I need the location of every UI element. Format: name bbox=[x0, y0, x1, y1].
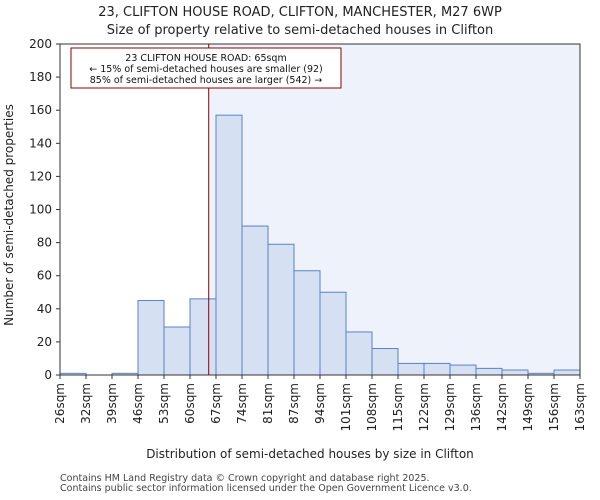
x-tick-label: 39sqm bbox=[105, 383, 119, 424]
histogram-bar bbox=[216, 115, 242, 375]
annotation-smaller: ← 15% of semi-detached houses are smalle… bbox=[89, 64, 323, 75]
x-tick-label: 149sqm bbox=[521, 383, 535, 431]
histogram-bar bbox=[424, 363, 450, 375]
y-tick-label: 200 bbox=[29, 37, 52, 51]
footer-line-2: Contains public sector information licen… bbox=[60, 484, 472, 494]
x-tick-label: 129sqm bbox=[443, 383, 457, 431]
histogram-bar bbox=[554, 370, 580, 375]
histogram-bar bbox=[372, 349, 398, 375]
x-tick-label: 87sqm bbox=[287, 383, 301, 424]
y-tick-label: 100 bbox=[29, 203, 52, 217]
x-tick-label: 67sqm bbox=[209, 383, 223, 424]
x-tick-label: 156sqm bbox=[547, 383, 561, 431]
x-tick-label: 26sqm bbox=[53, 383, 67, 424]
x-tick-label: 94sqm bbox=[313, 383, 327, 424]
histogram-bar bbox=[190, 299, 216, 375]
y-tick-label: 20 bbox=[37, 335, 52, 349]
histogram-bar bbox=[294, 271, 320, 375]
histogram-bar bbox=[502, 370, 528, 375]
histogram-bar bbox=[450, 365, 476, 375]
x-tick-label: 142sqm bbox=[495, 383, 509, 431]
x-axis-label: Distribution of semi-detached houses by … bbox=[146, 447, 474, 461]
annotation-larger: 85% of semi-detached houses are larger (… bbox=[90, 75, 323, 86]
x-tick-label: 163sqm bbox=[573, 383, 587, 431]
y-tick-label: 40 bbox=[37, 302, 52, 316]
x-tick-label: 122sqm bbox=[417, 383, 431, 431]
histogram-bar bbox=[242, 226, 268, 375]
y-tick-label: 120 bbox=[29, 169, 52, 183]
histogram-bar bbox=[164, 327, 190, 375]
chart-subtitle: Size of property relative to semi-detach… bbox=[107, 23, 493, 38]
y-tick-label: 160 bbox=[29, 103, 52, 117]
histogram-bar bbox=[476, 368, 502, 375]
x-tick-label: 32sqm bbox=[79, 383, 93, 424]
histogram-bar bbox=[346, 332, 372, 375]
y-tick-label: 180 bbox=[29, 70, 52, 84]
histogram-bar bbox=[268, 244, 294, 375]
x-tick-label: 60sqm bbox=[183, 383, 197, 424]
x-tick-label: 108sqm bbox=[365, 383, 379, 431]
histogram-chart: 23, CLIFTON HOUSE ROAD, CLIFTON, MANCHES… bbox=[0, 0, 600, 470]
y-tick-label: 60 bbox=[37, 269, 52, 283]
x-tick-label: 74sqm bbox=[235, 383, 249, 424]
x-tick-label: 81sqm bbox=[261, 383, 275, 424]
x-tick-label: 46sqm bbox=[131, 383, 145, 424]
chart-title: 23, CLIFTON HOUSE ROAD, CLIFTON, MANCHES… bbox=[98, 5, 502, 20]
y-tick-label: 0 bbox=[44, 368, 52, 382]
x-tick-label: 115sqm bbox=[391, 383, 405, 431]
histogram-bar bbox=[398, 363, 424, 375]
y-axis-label: Number of semi-detached properties bbox=[2, 104, 16, 326]
x-tick-label: 53sqm bbox=[157, 383, 171, 424]
x-tick-label: 136sqm bbox=[469, 383, 483, 431]
y-tick-label: 140 bbox=[29, 136, 52, 150]
annotation-title: 23 CLIFTON HOUSE ROAD: 65sqm bbox=[125, 53, 286, 64]
histogram-bar bbox=[138, 301, 164, 375]
histogram-bar bbox=[320, 292, 346, 375]
y-tick-label: 80 bbox=[37, 236, 52, 250]
x-tick-label: 101sqm bbox=[339, 383, 353, 431]
